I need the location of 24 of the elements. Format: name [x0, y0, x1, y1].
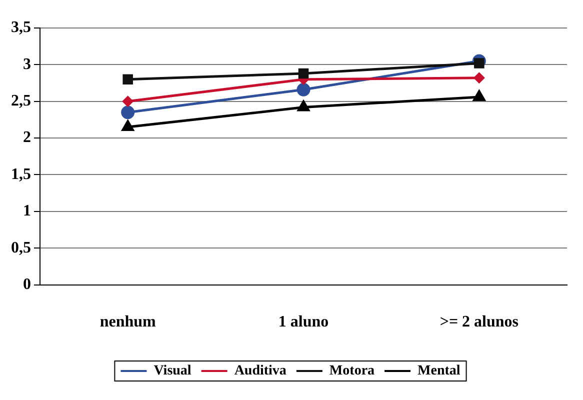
point	[122, 74, 133, 84]
point	[122, 96, 134, 107]
x-tick-label: >= 2 alunos	[440, 314, 519, 331]
point	[121, 106, 135, 120]
y-tick-label: 1,5	[11, 166, 31, 183]
point	[122, 120, 134, 132]
y-tick-label: 3	[23, 56, 31, 73]
point	[298, 68, 309, 79]
point	[297, 100, 310, 112]
y-tick-label: 3,5	[11, 19, 31, 36]
y-tick-label: 0	[23, 276, 31, 293]
legend-label: Auditiva	[234, 364, 286, 379]
point	[473, 90, 486, 101]
legend-label: Visual	[154, 364, 192, 379]
x-tick-label: 1 aluno	[278, 314, 329, 331]
y-tick-label: 0,5	[11, 239, 31, 256]
point	[474, 72, 484, 84]
legend-label: Motora	[329, 364, 375, 379]
x-tick-label: nenhum	[100, 314, 157, 331]
y-tick-label: 2	[23, 129, 31, 146]
point	[296, 82, 310, 96]
y-tick-label: 2,5	[11, 92, 31, 110]
y-tick-label: 1	[23, 202, 31, 220]
legend-label: Mental	[418, 364, 460, 379]
